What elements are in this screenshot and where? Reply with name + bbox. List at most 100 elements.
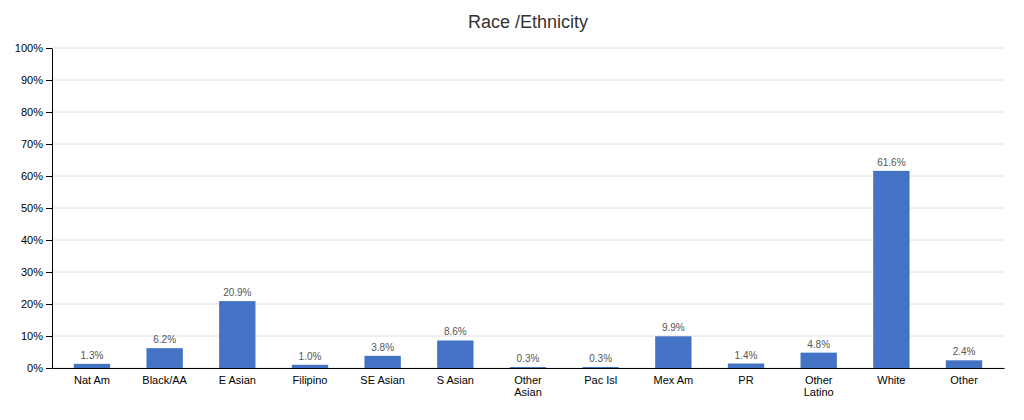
tick-label: 40% — [21, 234, 43, 246]
title: Race /Ethnicity — [468, 12, 588, 32]
tick-label: 10% — [21, 330, 43, 342]
data-label: 1.0% — [299, 351, 322, 362]
bar — [219, 301, 255, 368]
tick: Filipino — [293, 374, 328, 386]
tick-label: Other — [950, 374, 978, 386]
data-label: 1.4% — [735, 350, 758, 361]
tick-label: Mex Am — [653, 374, 693, 386]
tick-label: 30% — [21, 266, 43, 278]
tick-label: 50% — [21, 202, 43, 214]
grid-line — [52, 176, 1004, 177]
tick: Pac Isl — [584, 374, 617, 386]
tick-label: SE Asian — [360, 374, 405, 386]
tick: S Asian — [437, 374, 474, 386]
tick-label: Pac Isl — [584, 374, 617, 386]
bar — [292, 365, 328, 368]
tick: 100% — [15, 42, 52, 54]
tick-label: OtherLatino — [804, 374, 834, 399]
tick-label: PR — [738, 374, 753, 386]
bars — [74, 171, 982, 368]
tick-mark — [46, 48, 52, 49]
tick-mark — [46, 208, 52, 209]
tick: 50% — [21, 202, 52, 214]
x-axis: Nat Am Black/AA E Asian Filipino SE Asian S A… — [53, 369, 1005, 399]
tick: 60% — [21, 170, 52, 182]
tick-label: S Asian — [437, 374, 474, 386]
data-label: 4.8% — [807, 339, 830, 350]
tick: SE Asian — [360, 374, 405, 386]
data-labels: 1.3%6.2%20.9%1.0%3.8%8.6%0.3%0.3%9.9%1.4… — [81, 157, 976, 364]
tick: 90% — [21, 74, 52, 86]
tick-label: 70% — [21, 138, 43, 150]
tick: 70% — [21, 138, 52, 150]
data-label: 20.9% — [223, 287, 251, 298]
data-label: 9.9% — [662, 322, 685, 333]
plot: 0% 10% 20% 30% 40% 50% 60% 70% 80% 90% 100% Nat Am B… — [15, 42, 1005, 398]
data-label: 61.6% — [877, 157, 905, 168]
bar — [655, 336, 691, 368]
tick-label: E Asian — [219, 374, 256, 386]
data-label: 0.3% — [589, 353, 612, 364]
tick-label: Nat Am — [74, 374, 110, 386]
tick: 80% — [21, 106, 52, 118]
chart: 0% 10% 20% 30% 40% 50% 60% 70% 80% 90% 100% Nat Am B… — [0, 0, 1024, 420]
tick-mark — [46, 144, 52, 145]
tick-label: 0% — [27, 362, 43, 374]
bar — [801, 353, 837, 368]
tick-label: Black/AA — [142, 374, 187, 386]
bar — [74, 364, 110, 368]
tick: 30% — [21, 266, 52, 278]
grid-line — [52, 304, 1004, 305]
tick: E Asian — [219, 374, 256, 386]
tick-label: 80% — [21, 106, 43, 118]
bar — [873, 171, 909, 368]
tick: White — [877, 374, 905, 386]
data-label: 2.4% — [953, 346, 976, 357]
grid — [52, 48, 1004, 368]
grid-line — [52, 112, 1004, 113]
tick: 20% — [21, 298, 52, 310]
bar — [437, 340, 473, 368]
tick-mark — [46, 304, 52, 305]
y-axis: 0% 10% 20% 30% 40% 50% 60% 70% 80% 90% 100% — [15, 42, 53, 374]
grid-line — [52, 80, 1004, 81]
tick-mark — [46, 336, 52, 337]
tick-mark — [46, 112, 52, 113]
axis-line — [52, 49, 53, 369]
tick-label: 90% — [21, 74, 43, 86]
data-label: 3.8% — [371, 342, 394, 353]
tick: OtherAsian — [514, 374, 542, 399]
grid-line — [52, 272, 1004, 273]
grid-line — [52, 48, 1004, 49]
tick: 40% — [21, 234, 52, 246]
tick-label: 20% — [21, 298, 43, 310]
grid-line — [52, 144, 1004, 145]
tick-label: White — [877, 374, 905, 386]
tick: Nat Am — [74, 374, 110, 386]
tick-label: 100% — [15, 42, 43, 54]
bar — [583, 367, 619, 368]
data-label: 0.3% — [517, 353, 540, 364]
grid-line — [52, 336, 1004, 337]
bar — [364, 356, 400, 368]
tick-label: Filipino — [293, 374, 328, 386]
data-label: 6.2% — [153, 334, 176, 345]
tick-mark — [46, 176, 52, 177]
tick-mark — [46, 240, 52, 241]
tick-mark — [46, 80, 52, 81]
data-label: 8.6% — [444, 326, 467, 337]
tick-label: 60% — [21, 170, 43, 182]
tick: Other — [950, 374, 978, 386]
axis-line — [53, 368, 1005, 369]
tick: 0% — [27, 362, 52, 374]
grid-line — [52, 368, 1004, 369]
grid-line — [52, 240, 1004, 241]
tick: PR — [738, 374, 753, 386]
bar — [946, 360, 982, 368]
tick: Black/AA — [142, 374, 187, 386]
bar — [728, 364, 764, 368]
tick: OtherLatino — [804, 374, 834, 399]
grid-line — [52, 208, 1004, 209]
bar — [510, 367, 546, 368]
tick: 10% — [21, 330, 52, 342]
